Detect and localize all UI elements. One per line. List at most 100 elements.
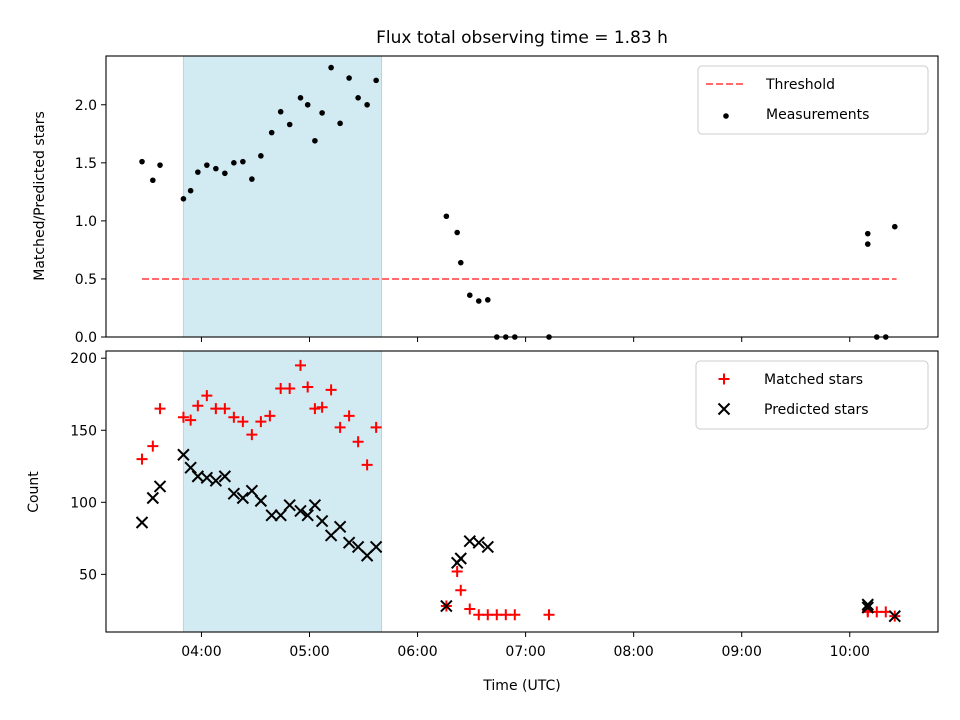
bottom-predicted-stars-point: [454, 552, 467, 565]
xtick-label: 05:00: [289, 644, 329, 660]
bottom-predicted-stars-point: [265, 509, 278, 522]
bottom-matched-stars-point: [343, 410, 355, 422]
top-measurements-point: [484, 297, 491, 303]
top-measurements-point: [297, 95, 304, 101]
bottom-matched-stars-point: [246, 429, 258, 441]
top-ytick-label: 1.0: [75, 214, 97, 230]
top-measurements-point: [443, 213, 450, 220]
bottom-matched-stars-point: [464, 603, 476, 615]
top-measurements-point: [346, 75, 352, 81]
legend-measurements-swatch: [723, 113, 729, 119]
top-shaded-interval: [182, 55, 383, 338]
legend-predicted-swatch: [717, 402, 731, 416]
bottom-ytick-label: 100: [70, 495, 97, 511]
bottom-matched-stars-point: [294, 359, 306, 371]
top-legend-box: [697, 65, 929, 135]
bottom-predicted-stars-point: [146, 491, 160, 505]
xtick-label: 06:00: [397, 644, 437, 660]
top-panel-ylabel: Matched/Predicted stars: [32, 111, 48, 281]
bottom-matched-stars-point: [302, 381, 314, 393]
bottom-matched-stars-point: [334, 421, 346, 433]
top-measurements-point: [891, 223, 898, 230]
bottom-matched-stars-point: [309, 403, 321, 415]
bottom-predicted-stars-point: [245, 484, 259, 497]
top-ytick-label: 1.5: [75, 156, 97, 172]
x-axis-label: Time (UTC): [482, 678, 560, 694]
bottom-predicted-stars-point: [184, 461, 197, 474]
top-measurements-point: [337, 120, 343, 127]
bottom-matched-stars-point: [136, 453, 148, 465]
top-measurements-point: [355, 95, 361, 101]
bottom-ytick-label: 50: [79, 567, 97, 583]
top-ytick-label: 0.5: [75, 272, 97, 288]
top-measurements-point: [373, 77, 379, 84]
top-ytick-label: 2.0: [75, 98, 97, 114]
top-panel: 0.0 0.5 1.0 1.5 2.0: [75, 55, 939, 346]
bottom-matched-stars-point: [147, 440, 159, 452]
bottom-predicted-stars-point: [369, 540, 383, 554]
bottom-predicted-stars-point: [333, 520, 347, 534]
top-measurements-point: [231, 160, 237, 166]
top-legend-label: Threshold: [765, 77, 835, 93]
bottom-predicted-stars-point: [888, 609, 901, 623]
top-measurements-point: [864, 241, 871, 247]
bottom-predicted-stars-point: [283, 498, 296, 512]
top-ytick-label: 0.0: [75, 330, 97, 346]
bottom-matched-stars-point: [219, 403, 231, 415]
bottom-matched-stars-point: [455, 584, 467, 596]
xtick-label: 08:00: [613, 644, 653, 660]
top-measurements-point: [466, 292, 473, 298]
top-legend: Threshold Measurements: [697, 65, 929, 135]
bottom-panel: 50 100 150 200 04:00 05:00 06:00 07:00 08:00 09:0…: [70, 350, 939, 660]
top-measurements-point: [312, 137, 318, 144]
bottom-predicted-stars-point: [472, 536, 485, 549]
top-measurements-point: [139, 158, 145, 165]
bottom-legend-label: Predicted stars: [764, 402, 869, 418]
top-measurements-point: [249, 176, 255, 182]
top-measurements-point: [319, 110, 325, 116]
top-measurements-point: [475, 298, 482, 304]
bottom-predicted-stars-point: [209, 474, 223, 487]
top-legend-label: Measurements: [766, 107, 869, 123]
bottom-matched-stars-point: [543, 609, 555, 621]
bottom-ytick-label: 200: [70, 351, 97, 367]
top-measurements-point: [213, 165, 219, 172]
bottom-matched-stars-point: [370, 421, 382, 433]
top-axes-frame: [105, 55, 939, 338]
bottom-predicted-stars-point: [294, 504, 307, 518]
bottom-shaded-interval: [182, 350, 383, 633]
top-measurements-point: [277, 108, 284, 115]
bottom-matched-stars-point: [255, 416, 267, 428]
bottom-predicted-stars-point: [254, 494, 268, 508]
top-measurements-point: [304, 101, 311, 108]
bottom-predicted-stars-point: [481, 540, 494, 554]
bottom-matched-stars-point: [185, 414, 197, 426]
bottom-legend-box: [695, 360, 929, 430]
top-measurements-point: [258, 153, 264, 159]
bottom-panel-ylabel: Count: [26, 471, 42, 513]
bottom-ytick-label: 150: [70, 423, 97, 439]
bottom-matched-stars-point: [264, 410, 276, 422]
bottom-matched-stars-point: [325, 384, 337, 396]
bottom-matched-stars-point: [509, 609, 521, 621]
bottom-legend-label: Matched stars: [764, 372, 863, 388]
bottom-matched-stars-point: [228, 411, 240, 423]
top-measurements-point: [204, 162, 210, 168]
bottom-predicted-stars-point: [177, 448, 190, 461]
top-measurements-point: [864, 230, 871, 237]
top-measurements-point: [457, 259, 464, 266]
top-measurements-point: [286, 121, 293, 128]
bottom-matched-stars-point: [237, 416, 249, 428]
bottom-predicted-stars-point: [861, 598, 874, 611]
bottom-predicted-stars-point: [861, 601, 874, 614]
bottom-matched-stars-point: [177, 411, 189, 423]
figure-title: Flux total observing time = 1.83 h: [376, 28, 668, 48]
bottom-legend: Matched stars Predicted stars: [695, 360, 929, 430]
bottom-matched-stars-point: [154, 403, 166, 415]
top-measurements-point: [454, 229, 460, 236]
bottom-predicted-stars-point: [135, 516, 149, 529]
xtick-label: 09:00: [722, 644, 762, 660]
top-measurements-point: [268, 129, 275, 136]
top-measurements-point: [364, 101, 370, 108]
